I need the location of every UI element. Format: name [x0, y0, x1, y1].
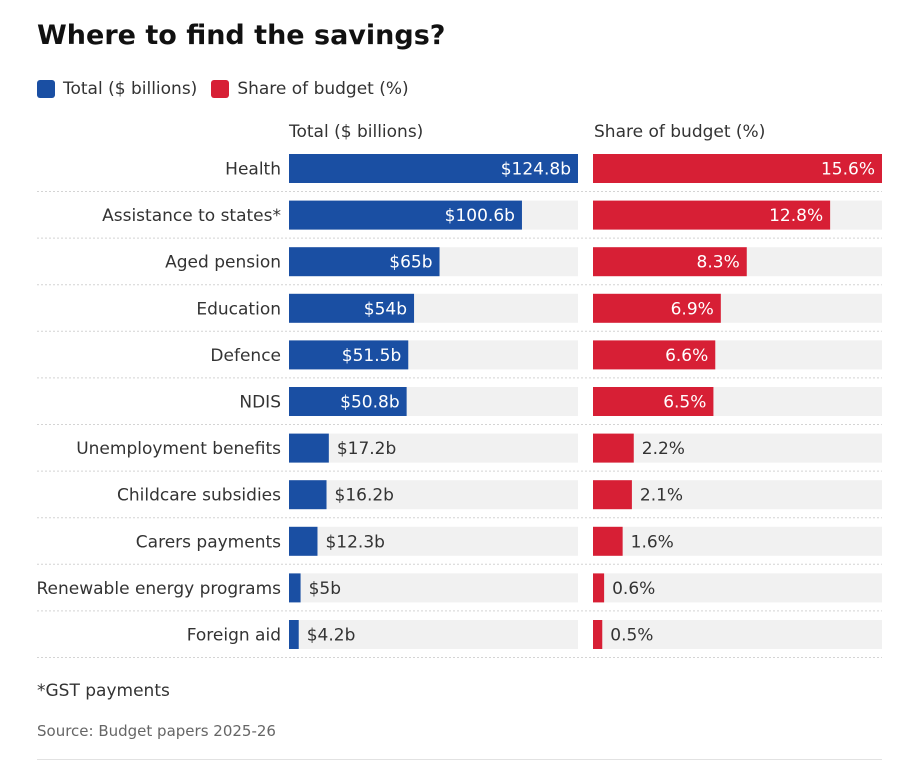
value-label-share: 0.6%: [612, 579, 655, 599]
bar-track: [289, 573, 578, 603]
value-label-total: $124.8b: [501, 160, 571, 180]
bar-track: [593, 433, 882, 463]
bar-share: [593, 340, 716, 370]
legend-swatch-share: [211, 80, 230, 98]
bottom-divider: [37, 759, 882, 760]
bar-share: [593, 154, 882, 183]
bar-total: [289, 620, 299, 649]
value-label-total: $50.8b: [340, 393, 399, 413]
bar-share: [593, 200, 831, 230]
bar-track: [289, 526, 578, 556]
value-label-share: 6.6%: [665, 346, 708, 366]
bar-share: [593, 526, 623, 556]
category-label: Carers payments: [136, 532, 281, 552]
value-label-total: $65b: [389, 253, 432, 273]
bar-share: [593, 573, 605, 603]
category-label: Education: [196, 299, 281, 319]
legend-item-total: Total ($ billions): [37, 79, 197, 99]
bar-track: [593, 573, 882, 603]
bar-track: [289, 433, 578, 463]
category-label: NDIS: [239, 393, 281, 413]
bar-total: [289, 526, 318, 556]
chart-title: Where to find the savings?: [37, 20, 446, 51]
value-label-total: $4.2b: [307, 626, 356, 646]
legend: Total ($ billions) Share of budget (%): [37, 78, 423, 100]
footnote: *GST payments: [37, 681, 170, 701]
value-label-total: $51.5b: [342, 346, 401, 366]
bar-total: [289, 433, 329, 463]
bar-total: [289, 154, 578, 183]
bar-share: [593, 433, 634, 463]
bar-track: [593, 480, 882, 510]
bar-track: [593, 620, 882, 649]
bar-track: [289, 620, 578, 649]
bar-total: [289, 573, 301, 603]
category-label: Childcare subsidies: [117, 486, 281, 506]
bar-share: [593, 387, 714, 416]
bar-share: [593, 247, 747, 277]
bar-total: [289, 340, 409, 370]
panel-label-share: Share of budget (%): [594, 122, 766, 142]
bar-track: [289, 480, 578, 510]
legend-item-share: Share of budget (%): [211, 79, 409, 99]
value-label-total: $16.2b: [335, 486, 394, 506]
bar-total: [289, 480, 327, 510]
category-label: Foreign aid: [187, 626, 281, 646]
bar-total: [289, 387, 407, 416]
category-label: Defence: [210, 346, 281, 366]
bar-track: [593, 526, 882, 556]
legend-label-total: Total ($ billions): [63, 79, 198, 99]
value-label-share: 2.1%: [640, 486, 683, 506]
value-label-total: $17.2b: [337, 439, 396, 459]
legend-label-share: Share of budget (%): [237, 79, 409, 99]
value-label-total: $100.6b: [445, 206, 515, 226]
bar-chart: Health $124.8b 15.6% Assistance to states* $…: [37, 154, 882, 658]
category-label: Unemployment benefits: [76, 439, 281, 459]
bar-share: [593, 293, 721, 323]
bar-share: [593, 620, 603, 649]
bar-total: [289, 247, 440, 277]
value-label-share: 0.5%: [610, 626, 653, 646]
value-label-share: 8.3%: [697, 253, 740, 273]
category-label: Assistance to states*: [102, 206, 281, 226]
source-note: Source: Budget papers 2025-26: [37, 722, 276, 740]
panel-label-total: Total ($ billions): [289, 122, 424, 142]
category-label: Renewable energy programs: [37, 579, 282, 599]
value-label-share: 6.5%: [663, 393, 706, 413]
category-label: Aged pension: [165, 253, 281, 273]
value-label-share: 6.9%: [671, 299, 714, 319]
legend-swatch-total: [37, 80, 55, 98]
value-label-total: $12.3b: [325, 532, 384, 552]
value-label-total: $5b: [309, 579, 341, 599]
bar-total: [289, 200, 522, 230]
value-label-share: 12.8%: [769, 206, 823, 226]
value-label-share: 1.6%: [631, 532, 674, 552]
value-label-total: $54b: [364, 299, 407, 319]
bar-total: [289, 293, 415, 323]
value-label-share: 2.2%: [642, 439, 685, 459]
bar-share: [593, 480, 632, 510]
value-label-share: 15.6%: [821, 160, 875, 180]
category-label: Health: [225, 160, 281, 180]
